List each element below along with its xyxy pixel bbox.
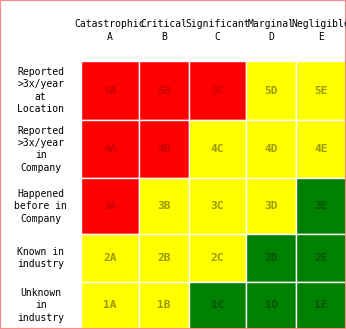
Text: 2E: 2E [315, 253, 328, 263]
Bar [296, 282, 346, 329]
Bar [0, 0, 81, 61]
Bar [81, 120, 139, 178]
Text: Happened
before in
Company: Happened before in Company [14, 189, 67, 224]
Bar [139, 61, 189, 120]
Bar [139, 282, 189, 329]
Bar [81, 0, 139, 61]
Bar [81, 282, 139, 329]
Bar [139, 234, 189, 282]
Text: 5B: 5B [157, 86, 171, 96]
Bar [296, 0, 346, 61]
Bar [0, 234, 81, 282]
Text: 4A: 4A [103, 144, 117, 154]
Text: 2D: 2D [265, 253, 278, 263]
Text: Critical
B: Critical B [140, 19, 187, 42]
Bar [246, 282, 296, 329]
Bar [246, 234, 296, 282]
Text: 4E: 4E [315, 144, 328, 154]
Text: 3C: 3C [211, 201, 224, 211]
Text: Known in
industry: Known in industry [17, 247, 64, 269]
Text: 4C: 4C [211, 144, 224, 154]
Bar [189, 0, 246, 61]
Text: 3A: 3A [103, 201, 117, 211]
Text: 1A: 1A [103, 300, 117, 310]
Text: 5A: 5A [103, 86, 117, 96]
Text: 2B: 2B [157, 253, 171, 263]
Text: 1B: 1B [157, 300, 171, 310]
Text: 5C: 5C [211, 86, 224, 96]
Bar [246, 0, 296, 61]
Bar [0, 282, 81, 329]
Bar [0, 120, 81, 178]
Text: Negligible
E: Negligible E [292, 19, 346, 42]
Text: 1D: 1D [265, 300, 278, 310]
Text: Catastrophic
A: Catastrophic A [75, 19, 145, 42]
Text: 1E: 1E [315, 300, 328, 310]
Bar [0, 61, 81, 120]
Bar [296, 61, 346, 120]
Text: 2C: 2C [211, 253, 224, 263]
Text: 4B: 4B [157, 144, 171, 154]
Text: 3E: 3E [315, 201, 328, 211]
Bar [0, 178, 81, 234]
Bar [81, 234, 139, 282]
Text: 2A: 2A [103, 253, 117, 263]
Text: Marginal
D: Marginal D [248, 19, 295, 42]
Bar [189, 282, 246, 329]
Bar [189, 234, 246, 282]
Bar [81, 61, 139, 120]
Text: Unknown
in
industry: Unknown in industry [17, 288, 64, 323]
Text: 5D: 5D [265, 86, 278, 96]
Text: Reported
>3x/year
at
Location: Reported >3x/year at Location [17, 67, 64, 114]
Bar [139, 120, 189, 178]
Bar [246, 61, 296, 120]
Bar [189, 61, 246, 120]
Text: 4D: 4D [265, 144, 278, 154]
Bar [246, 178, 296, 234]
Text: 5E: 5E [315, 86, 328, 96]
Text: Reported
>3x/year
in
Company: Reported >3x/year in Company [17, 126, 64, 173]
Bar [139, 0, 189, 61]
Text: 3B: 3B [157, 201, 171, 211]
Bar [81, 178, 139, 234]
Bar [296, 178, 346, 234]
Bar [189, 178, 246, 234]
Bar [189, 120, 246, 178]
Bar [139, 178, 189, 234]
Bar [296, 120, 346, 178]
Bar [246, 120, 296, 178]
Text: Significant
C: Significant C [185, 19, 250, 42]
Bar [296, 234, 346, 282]
Text: 1C: 1C [211, 300, 224, 310]
Text: 3D: 3D [265, 201, 278, 211]
